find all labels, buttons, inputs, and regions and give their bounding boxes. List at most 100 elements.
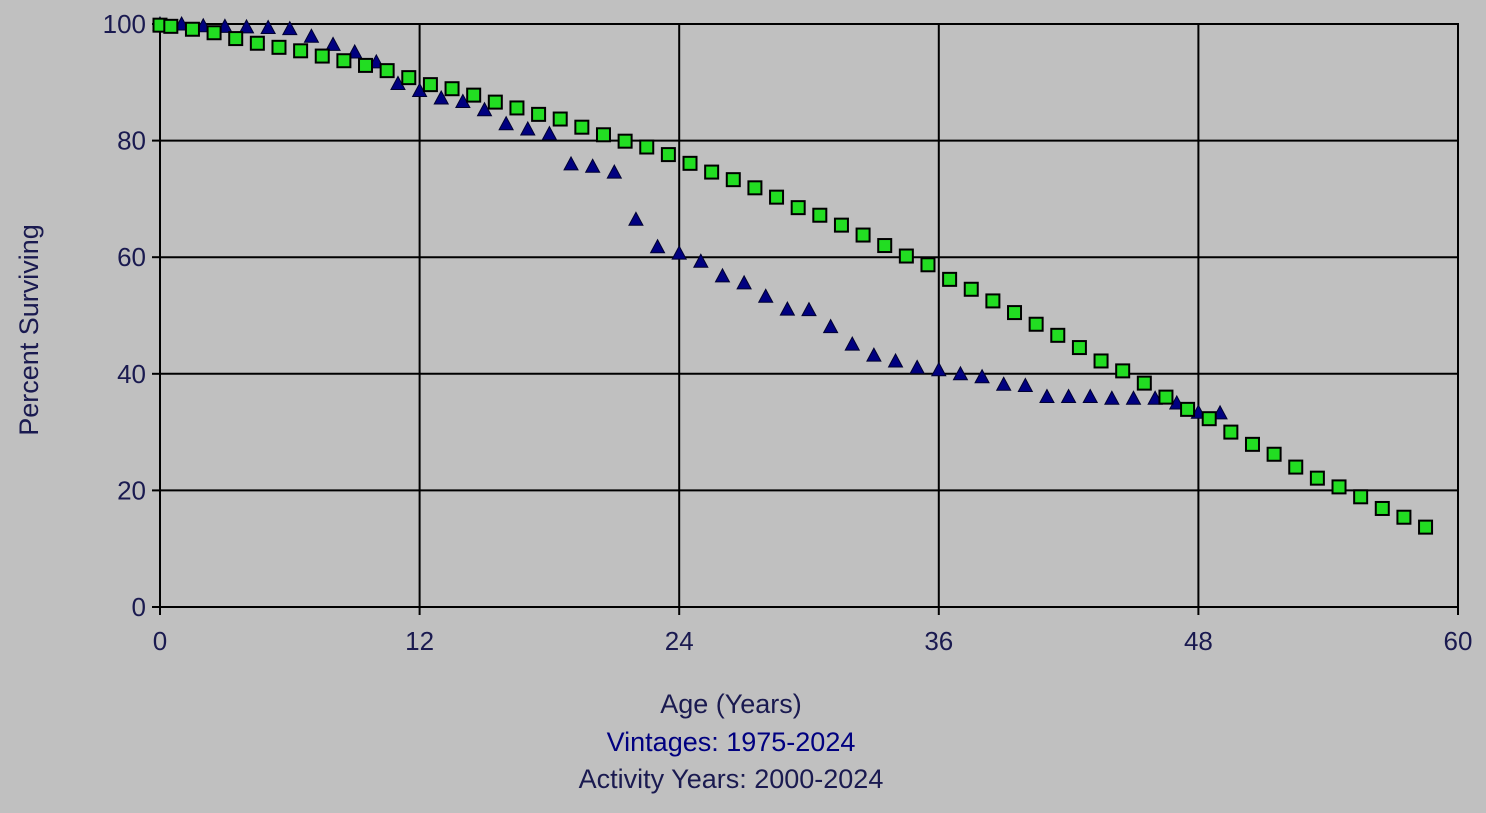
y-axis-label-group: Percent Surviving [14, 224, 44, 436]
triangle-point [736, 274, 752, 290]
square-point [639, 139, 655, 155]
square-point [531, 106, 547, 122]
triangle-point [498, 115, 514, 131]
square-point [1266, 446, 1282, 462]
x-tick-label: 24 [665, 626, 694, 656]
square-point [898, 248, 914, 264]
triangle-point [260, 19, 277, 34]
y-tick-label: 80 [117, 126, 146, 156]
triangle-point [541, 125, 558, 141]
square-point [574, 119, 590, 135]
triangle-point [584, 158, 601, 173]
square-point [1093, 353, 1109, 369]
triangle-point [779, 301, 796, 316]
square-point [1007, 305, 1023, 321]
square-point [812, 207, 828, 223]
square-point [1396, 509, 1412, 525]
plot-area: 0 12 24 36 48 60 0 20 40 60 80 100 Percent Survivin… [14, 9, 1473, 656]
square-point [1353, 489, 1369, 505]
y-tick-label: 100 [103, 9, 146, 39]
square-point [747, 180, 763, 196]
square-point [1331, 479, 1347, 495]
square-point [487, 94, 503, 110]
triangle-point [866, 347, 882, 362]
triangle-point [671, 245, 688, 260]
triangle-point [563, 155, 579, 171]
triangle-point [1104, 390, 1120, 405]
square-point [660, 147, 676, 163]
square-point [942, 271, 958, 287]
y-tick-label: 20 [117, 475, 146, 505]
triangle-point [930, 361, 947, 377]
triangle-point [995, 376, 1012, 391]
square-point [1418, 519, 1434, 535]
square-point [1180, 401, 1196, 417]
triangle-point [238, 18, 255, 34]
data-series [152, 15, 1434, 535]
square-point [1309, 470, 1325, 486]
square-point [314, 48, 330, 64]
triangle-point [714, 267, 731, 283]
square-point [1136, 375, 1152, 391]
square-point [877, 238, 893, 254]
square-point [595, 127, 611, 143]
square-point [271, 39, 287, 55]
triangle-point [909, 359, 926, 374]
triangle-point [887, 352, 904, 368]
square-point [509, 100, 525, 116]
square-point [833, 217, 849, 233]
square-point [1071, 340, 1087, 356]
triangle-point [692, 253, 709, 268]
square-point [401, 70, 417, 86]
x-tick-label: 12 [405, 626, 434, 656]
triangle-point [281, 20, 298, 36]
square-point [379, 63, 395, 79]
square-point [422, 77, 438, 93]
square-point [336, 53, 352, 69]
square-point [920, 257, 936, 273]
grid [152, 23, 1459, 615]
square-point [1244, 436, 1260, 452]
square-point [358, 57, 374, 73]
x-tick-label: 48 [1184, 626, 1213, 656]
square-point [855, 227, 871, 243]
triangle-point [1017, 377, 1034, 392]
triangle-point [606, 164, 623, 179]
square-point [725, 172, 741, 188]
triangle-point [325, 36, 341, 51]
square-point [293, 43, 309, 59]
axis-ticks: 0 12 24 36 48 60 0 20 40 60 80 100 [103, 9, 1473, 656]
triangle-point [519, 120, 536, 136]
square-point [163, 18, 179, 34]
triangle-point [801, 301, 817, 317]
x-axis-label: Age (Years) [660, 689, 802, 719]
square-point [1374, 500, 1390, 516]
x-tick-label: 36 [924, 626, 953, 656]
activity-years-caption: Activity Years: 2000-2024 [578, 764, 884, 794]
square-point [466, 87, 482, 103]
x-tick-label: 60 [1444, 626, 1473, 656]
triangle-point [628, 211, 644, 226]
vintages-caption: Vintages: 1975-2024 [606, 727, 856, 757]
triangle-point [649, 238, 666, 254]
triangle-point [974, 368, 990, 384]
square-point [1223, 424, 1239, 440]
square-point [682, 155, 698, 171]
triangle-point [822, 318, 839, 334]
y-tick-label: 0 [132, 592, 146, 622]
y-axis-label: Percent Surviving [14, 224, 44, 436]
square-point [1158, 389, 1174, 405]
triangle-point [303, 28, 320, 43]
triangle-point [757, 288, 774, 303]
triangle-point [952, 365, 969, 381]
triangle-point [844, 336, 861, 351]
square-point [1115, 363, 1131, 379]
triangle-point [1125, 390, 1142, 405]
square-point [617, 133, 633, 149]
square-point [249, 35, 265, 51]
square-point [444, 81, 460, 97]
y-tick-label: 60 [117, 242, 146, 272]
square-point [552, 111, 568, 127]
triangle-point [433, 89, 450, 105]
